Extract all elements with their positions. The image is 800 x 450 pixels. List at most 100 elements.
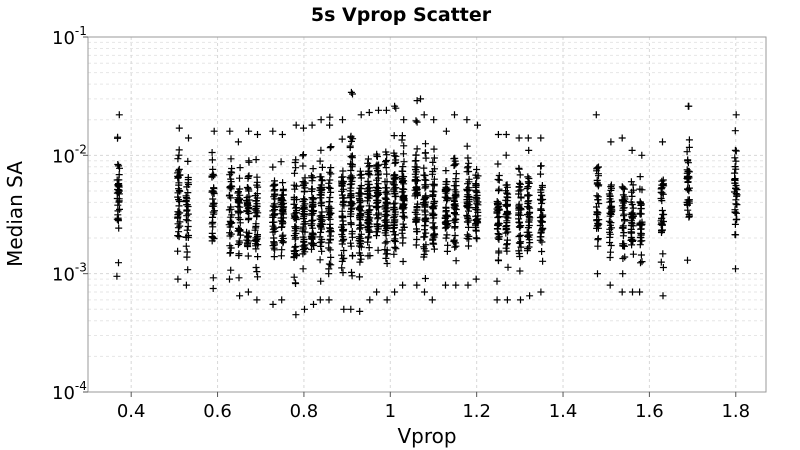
data-point — [414, 200, 421, 208]
data-point — [279, 238, 287, 246]
data-point — [357, 171, 365, 178]
data-point — [278, 296, 286, 304]
data-point — [382, 106, 390, 114]
data-point — [422, 241, 430, 249]
data-point — [495, 249, 503, 257]
data-point — [116, 205, 123, 213]
data-point — [299, 204, 307, 212]
data-point — [537, 170, 544, 178]
data-point — [300, 188, 308, 196]
data-point — [429, 168, 437, 175]
data-point — [524, 198, 532, 206]
data-point — [210, 235, 218, 243]
data-point — [659, 176, 667, 184]
data-point — [209, 234, 217, 241]
data-point — [174, 247, 182, 255]
data-point — [252, 234, 260, 242]
data-point — [383, 178, 391, 186]
data-point — [209, 213, 216, 221]
data-point — [383, 250, 391, 258]
data-point — [429, 211, 437, 219]
data-point — [278, 246, 286, 254]
data-point — [317, 146, 325, 154]
data-point — [619, 206, 627, 214]
data-point — [364, 197, 371, 205]
data-point — [114, 161, 122, 168]
data-point — [244, 216, 252, 224]
data-point — [184, 203, 192, 210]
data-point — [452, 257, 460, 265]
data-point — [451, 232, 459, 239]
data-point — [326, 176, 334, 184]
data-point — [464, 154, 472, 162]
data-point — [300, 213, 308, 221]
data-point — [516, 231, 524, 239]
data-point — [523, 185, 531, 192]
data-point — [465, 178, 473, 186]
data-point — [253, 178, 261, 186]
data-point — [629, 222, 637, 230]
data-point — [443, 231, 451, 239]
data-point — [327, 209, 335, 217]
data-point — [608, 203, 616, 211]
data-point — [524, 173, 532, 181]
data-point — [356, 307, 364, 315]
data-point — [412, 215, 419, 223]
data-point — [430, 116, 438, 124]
data-point — [430, 175, 438, 183]
data-point — [300, 124, 307, 132]
data-point — [606, 228, 613, 236]
data-point — [301, 218, 309, 226]
data-point — [325, 270, 333, 278]
data-point — [234, 203, 242, 210]
data-point — [733, 201, 741, 209]
data-point — [526, 208, 534, 216]
data-point — [605, 217, 613, 225]
data-point — [594, 170, 602, 178]
data-point — [174, 174, 182, 182]
data-point — [390, 237, 398, 244]
data-point — [356, 184, 364, 192]
data-point — [389, 178, 397, 186]
data-point — [413, 163, 421, 171]
data-point — [472, 193, 480, 201]
data-point — [184, 223, 192, 230]
data-point — [184, 210, 192, 218]
data-point — [606, 192, 614, 200]
data-point — [451, 202, 459, 210]
data-point — [429, 193, 437, 200]
data-point — [517, 238, 525, 246]
data-point — [391, 190, 399, 198]
data-point — [413, 281, 421, 289]
data-point — [338, 237, 346, 245]
data-point — [732, 111, 740, 119]
data-point — [391, 288, 399, 296]
data-point — [300, 195, 308, 203]
data-point — [373, 288, 381, 296]
data-point — [269, 163, 277, 171]
data-point — [327, 261, 335, 269]
data-point — [429, 223, 437, 231]
data-point — [382, 164, 390, 172]
data-point — [383, 238, 391, 246]
data-point — [627, 236, 635, 244]
data-point — [227, 178, 235, 186]
data-point — [308, 185, 316, 193]
data-point — [636, 233, 644, 241]
data-point — [515, 223, 523, 231]
data-point — [452, 281, 460, 289]
data-point — [326, 224, 334, 232]
data-point — [365, 202, 373, 210]
data-point — [636, 210, 644, 218]
data-point — [244, 173, 252, 181]
data-point — [473, 166, 481, 173]
data-point — [658, 214, 666, 222]
data-point — [339, 269, 347, 277]
data-point — [391, 212, 399, 220]
data-point — [366, 206, 374, 214]
data-point — [390, 132, 398, 140]
data-point — [184, 266, 192, 274]
data-point — [398, 178, 406, 186]
data-point — [659, 292, 667, 300]
data-point — [516, 267, 524, 275]
